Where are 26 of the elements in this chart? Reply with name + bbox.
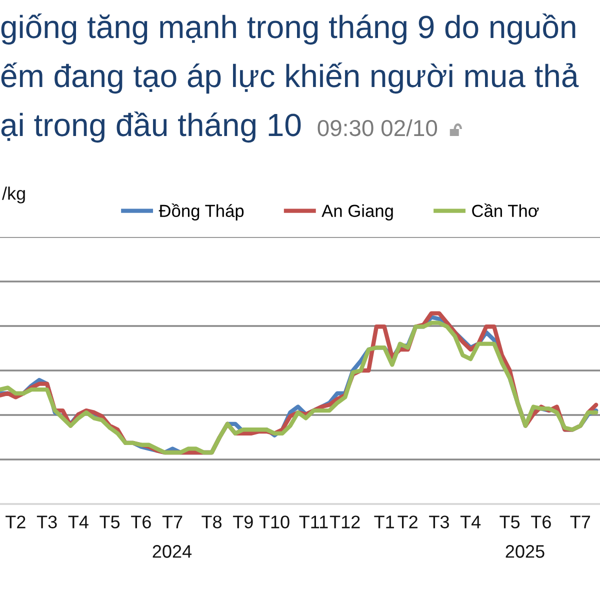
x-tick-label: T2: [398, 516, 418, 528]
x-tick-label: T11: [299, 516, 328, 528]
text: 09:30 02/10: [318, 119, 438, 136]
x-tick-label: T3: [429, 516, 449, 528]
x-tick-label: T7: [570, 516, 590, 528]
legend-label: An Giang: [322, 204, 393, 220]
legend-label: Cần Thơ: [472, 204, 539, 218]
x-tick-label: T1: [374, 516, 394, 528]
x-tick-label: T4: [68, 516, 88, 528]
text: 2025: [506, 545, 544, 558]
x-tick-label: T10: [259, 516, 290, 528]
x-tick-label: T6: [131, 516, 151, 528]
x-tick-label: T9: [233, 516, 253, 528]
text: /kg: [2, 186, 25, 204]
x-tick-label: T8: [202, 516, 222, 528]
x-tick-label: T12: [330, 516, 360, 528]
x-tick-label: T5: [500, 516, 520, 528]
x-tick-label: T2: [6, 516, 26, 528]
x-tick-label: T6: [531, 516, 551, 528]
x-tick-label: T5: [100, 516, 120, 528]
text: 2024: [152, 545, 192, 558]
x-tick-label: T3: [36, 516, 57, 528]
x-tick-label: T7: [162, 516, 182, 528]
x-tick-label: T4: [460, 516, 481, 528]
legend-label: Đồng Tháp: [158, 204, 244, 220]
chart-subtitle: ại trong đầu tháng 10: [1, 111, 301, 143]
